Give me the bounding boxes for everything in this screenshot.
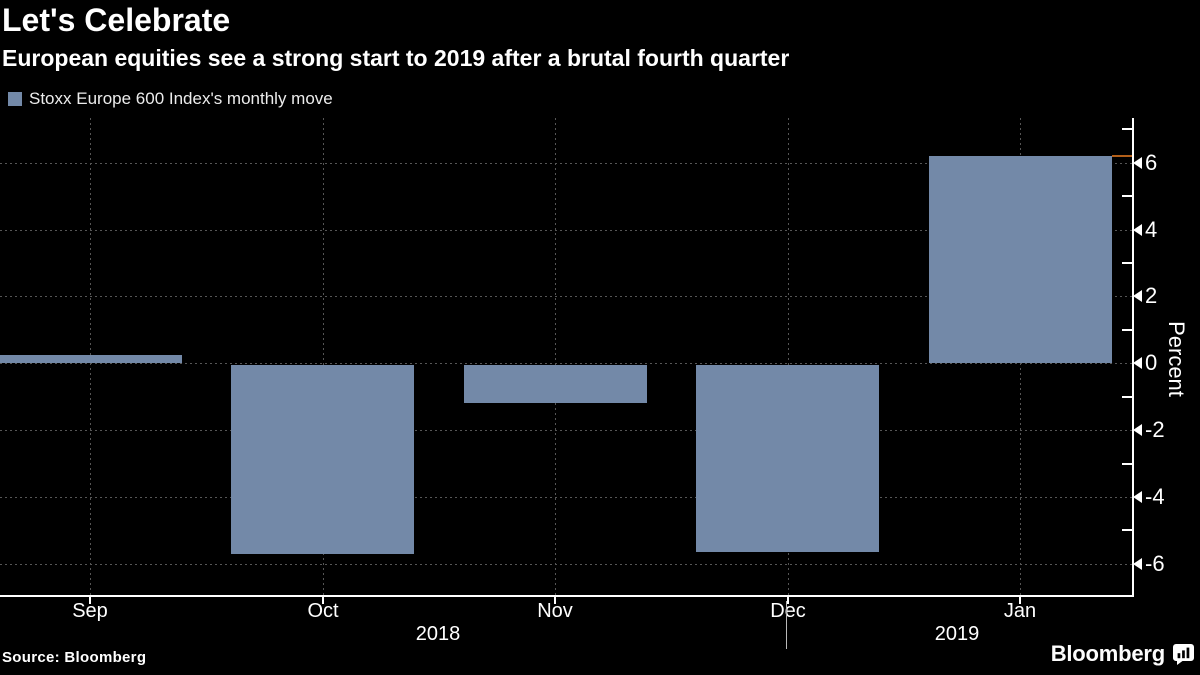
x-axis-line — [0, 595, 1134, 597]
y-tick-arrow — [1133, 424, 1142, 436]
legend: Stoxx Europe 600 Index's monthly move — [8, 89, 333, 108]
legend-swatch-icon — [8, 92, 22, 106]
bloomberg-terminal-icon — [1173, 643, 1194, 665]
year-divider — [786, 601, 787, 649]
bloomberg-logo: Bloomberg — [1051, 641, 1194, 667]
gridline-horizontal — [0, 497, 1132, 498]
y-tick-label: 0 — [1145, 350, 1158, 375]
y-tick-label: 2 — [1145, 283, 1158, 308]
gridline-horizontal — [0, 363, 1132, 364]
gridline-vertical — [788, 118, 789, 597]
y-minor-tick — [1122, 529, 1132, 531]
x-tick-label-dec: Dec — [770, 600, 806, 622]
y-tick-label: -4 — [1145, 484, 1165, 509]
x-tick — [1019, 597, 1021, 604]
source-attribution: Source: Bloomberg — [2, 649, 147, 666]
y-tick-label: 6 — [1145, 150, 1158, 175]
gridline-vertical — [555, 118, 556, 597]
x-tick — [787, 597, 789, 604]
x-tick — [322, 597, 324, 604]
legend-label: Stoxx Europe 600 Index's monthly move — [29, 89, 333, 108]
x-tick-label-jan: Jan — [1003, 600, 1037, 622]
chart-title: Let's Celebrate — [2, 2, 231, 38]
x-tick-label-sep: Sep — [72, 600, 108, 622]
year-label-2018: 2018 — [415, 623, 461, 645]
y-tick-arrow — [1133, 491, 1142, 503]
y-minor-tick — [1122, 262, 1132, 264]
y-axis-title: Percent — [1164, 321, 1189, 397]
gridline-horizontal — [0, 163, 1132, 164]
gridline-horizontal — [0, 430, 1132, 431]
gridline-horizontal — [0, 230, 1132, 231]
y-tick-label: -2 — [1145, 417, 1165, 442]
bar-jan — [929, 156, 1112, 363]
bar-sep — [0, 355, 182, 363]
bar-nov — [464, 365, 647, 403]
y-minor-tick — [1122, 329, 1132, 331]
y-minor-tick — [1122, 463, 1132, 465]
gridline-horizontal — [0, 296, 1132, 297]
y-tick-arrow — [1133, 157, 1142, 169]
x-tick — [554, 597, 556, 604]
y-tick-label: 4 — [1145, 217, 1158, 242]
y-tick-arrow — [1133, 558, 1142, 570]
y-tick-arrow — [1133, 357, 1142, 369]
last-value-marker — [1112, 155, 1134, 157]
x-tick-label-oct: Oct — [307, 600, 339, 622]
y-minor-tick — [1122, 396, 1132, 398]
x-tick — [89, 597, 91, 604]
chart-subtitle: European equities see a strong start to … — [2, 45, 790, 71]
y-tick-arrow — [1133, 290, 1142, 302]
gridline-vertical — [323, 118, 324, 597]
y-tick-label: -6 — [1145, 551, 1165, 576]
y-minor-tick — [1122, 128, 1132, 130]
x-tick-label-nov: Nov — [537, 600, 573, 622]
bar-oct — [231, 365, 414, 554]
year-label-2019: 2019 — [934, 623, 980, 645]
y-tick-arrow — [1133, 224, 1142, 236]
y-minor-tick — [1122, 195, 1132, 197]
bloomberg-wordmark: Bloomberg — [1050, 641, 1166, 666]
gridline-horizontal — [0, 564, 1132, 565]
bar-dec — [696, 365, 879, 552]
